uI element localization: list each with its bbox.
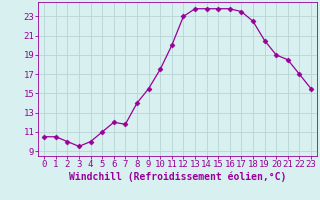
X-axis label: Windchill (Refroidissement éolien,°C): Windchill (Refroidissement éolien,°C) bbox=[69, 172, 286, 182]
